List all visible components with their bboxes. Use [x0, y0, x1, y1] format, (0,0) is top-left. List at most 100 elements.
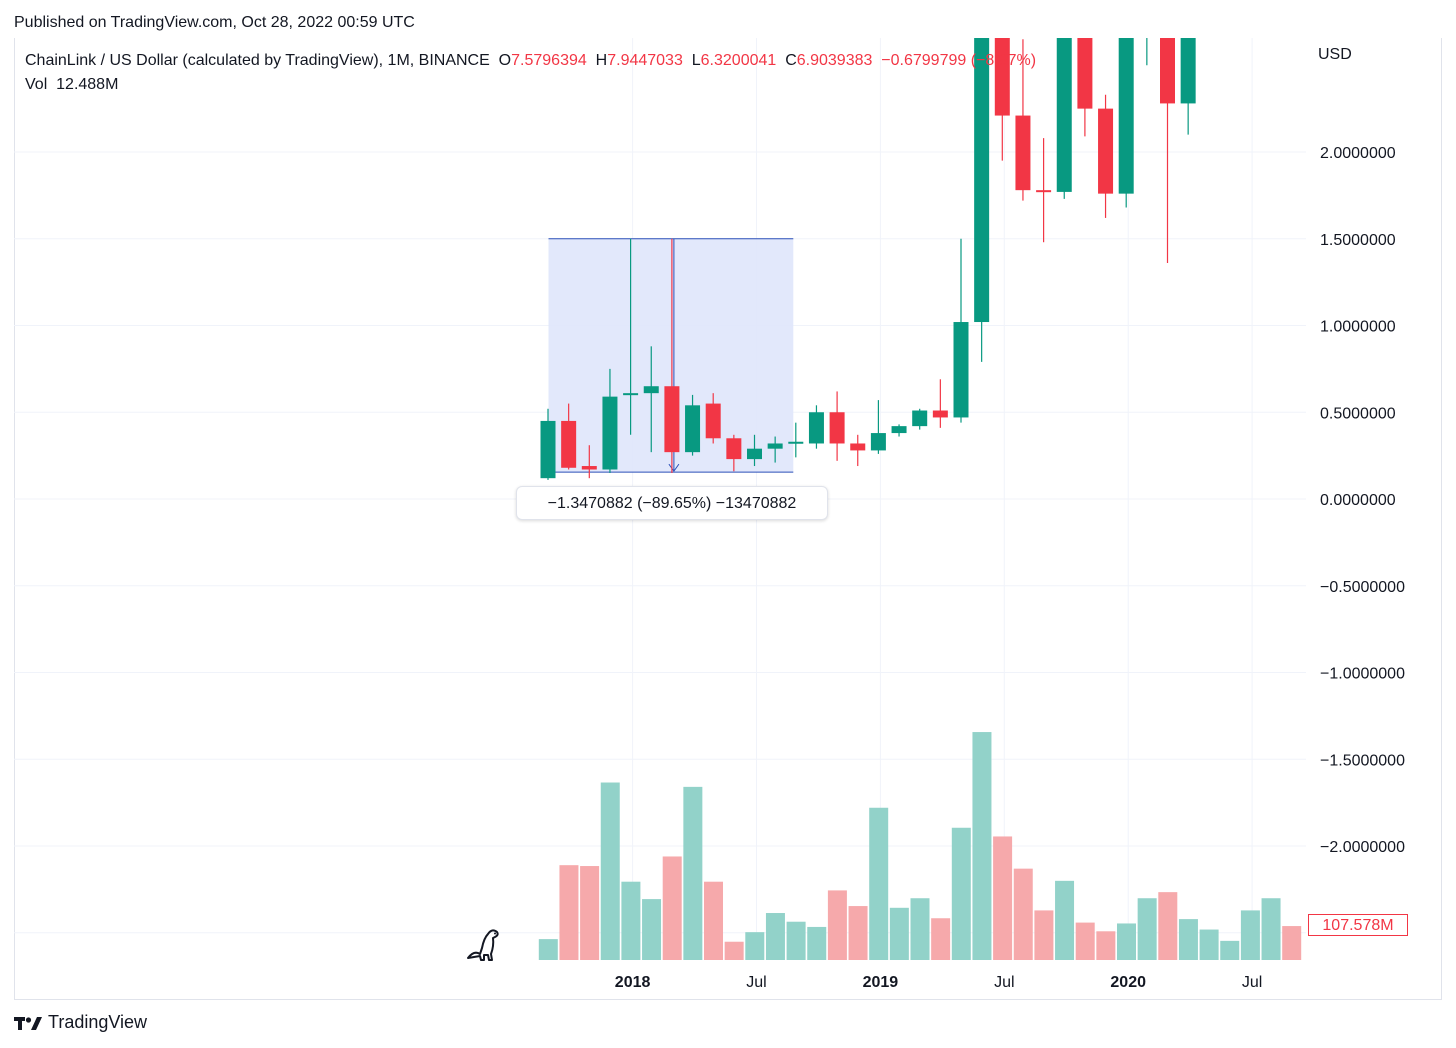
candle-body: [1160, 38, 1175, 104]
ohlc-legend: ChainLink / US Dollar (calculated by Tra…: [25, 52, 1036, 70]
chart-frame: [14, 38, 1442, 1000]
volume-price-tag: 107.578M: [1308, 914, 1408, 936]
candle-body: [932, 410, 948, 418]
brand-name: TradingView: [48, 1012, 148, 1032]
volume-bar: [951, 827, 971, 960]
candle-body: [747, 448, 762, 460]
symbol-title[interactable]: ChainLink / US Dollar (calculated by Tra…: [25, 52, 490, 69]
volume-bar: [931, 918, 951, 960]
measure-arrow-head: [668, 463, 680, 472]
volume-bar: [1055, 880, 1075, 960]
high-label: H: [595, 52, 608, 69]
candle-body: [1015, 115, 1031, 191]
volume-bar: [786, 921, 806, 960]
candle-body: [726, 438, 742, 460]
currency-label[interactable]: USD: [1318, 46, 1352, 63]
candle-body: [788, 441, 804, 444]
open-label: O: [498, 52, 512, 69]
volume-bar: [1282, 926, 1302, 960]
volume-bar: [1137, 898, 1157, 960]
open-value: 7.5796394: [511, 52, 587, 69]
volume-bar: [1034, 910, 1054, 960]
volume-bar: [580, 866, 600, 960]
volume-bars: [538, 732, 1302, 960]
volume-bar: [993, 836, 1013, 960]
candle-body: [643, 386, 659, 394]
volume-bar: [827, 890, 847, 960]
candle-body: [540, 420, 556, 479]
measure-label: −1.3470882 (−89.65%) −13470882: [516, 486, 828, 520]
candle-body: [1077, 38, 1093, 109]
candle-body: [561, 420, 577, 468]
candle-body: [705, 403, 721, 439]
tradingview-logo[interactable]: TradingView: [14, 1012, 147, 1033]
volume-bar: [642, 899, 662, 960]
volume-bar: [848, 906, 868, 960]
volume-bar: [1220, 940, 1240, 960]
tradingview-mark-icon: [14, 1016, 42, 1030]
candle-body: [891, 426, 907, 434]
candle-body: [664, 386, 680, 453]
candle-body: [685, 405, 701, 453]
candle-body: [1098, 108, 1114, 194]
candle-body: [870, 433, 886, 451]
y-tick-label: 0.5000000: [1320, 405, 1396, 422]
candles: [540, 38, 1196, 480]
y-axis: 2.0000000 1.5000000 1.0000000 0.5000000 0.00…: [1320, 145, 1405, 856]
volume-bar: [1178, 919, 1198, 960]
candle-body: [581, 466, 597, 470]
volume-bar: [1261, 898, 1281, 960]
volume-label[interactable]: Vol: [25, 76, 48, 93]
volume-bar: [621, 881, 641, 960]
close-label: C: [785, 52, 797, 69]
y-tick-label: −1.5000000: [1320, 752, 1405, 769]
x-tick-label: Jul: [1242, 974, 1262, 991]
volume-value: 12.488M: [56, 76, 119, 93]
volume-bar: [683, 786, 703, 960]
y-tick-label: −0.5000000: [1320, 579, 1405, 596]
candle-body: [767, 443, 783, 449]
candle-body: [912, 410, 928, 427]
candle-body: [953, 322, 969, 418]
y-tick-label: −2.0000000: [1320, 839, 1405, 856]
candle-body: [829, 412, 845, 444]
x-tick-label: 2018: [615, 974, 651, 991]
candle-body: [623, 393, 639, 396]
x-tick-label: Jul: [994, 974, 1014, 991]
volume-bar: [724, 941, 744, 960]
y-tick-label: 1.0000000: [1320, 319, 1396, 336]
y-tick-label: −1.0000000: [1320, 666, 1405, 683]
candle-body: [1056, 38, 1072, 192]
candle-body: [808, 412, 824, 444]
x-tick-label: Jul: [746, 974, 766, 991]
close-value: 6.9039383: [796, 52, 873, 69]
volume-bar: [765, 913, 785, 960]
volume-bar: [910, 898, 930, 960]
y-tick-label: 1.5000000: [1320, 232, 1396, 249]
low-value: 6.3200041: [700, 52, 777, 69]
volume-bar: [889, 907, 909, 960]
x-tick-label: 2020: [1110, 974, 1146, 991]
candle-body: [602, 396, 618, 470]
change-value: −0.6799799 (−8.97%): [881, 52, 1037, 69]
candle-body: [1180, 38, 1196, 104]
volume-bar: [745, 932, 765, 960]
candle-body: [850, 443, 866, 451]
low-label: L: [691, 52, 701, 69]
candle-body: [994, 38, 1010, 116]
volume-bar: [1158, 892, 1178, 960]
volume-bar: [1240, 910, 1260, 960]
volume-bar: [807, 926, 827, 960]
volume-bar: [1117, 923, 1136, 960]
volume-bar: [559, 865, 579, 960]
volume-bar: [1075, 922, 1095, 960]
y-tick-label: 0.0000000: [1320, 492, 1396, 509]
volume-bar: [704, 881, 723, 960]
volume-bar: [869, 807, 889, 960]
volume-bar: [1199, 929, 1219, 960]
dinosaur-icon[interactable]: [464, 924, 504, 964]
high-value: 7.9447033: [607, 52, 683, 69]
volume-bar: [972, 732, 992, 960]
volume-bar: [662, 856, 682, 960]
